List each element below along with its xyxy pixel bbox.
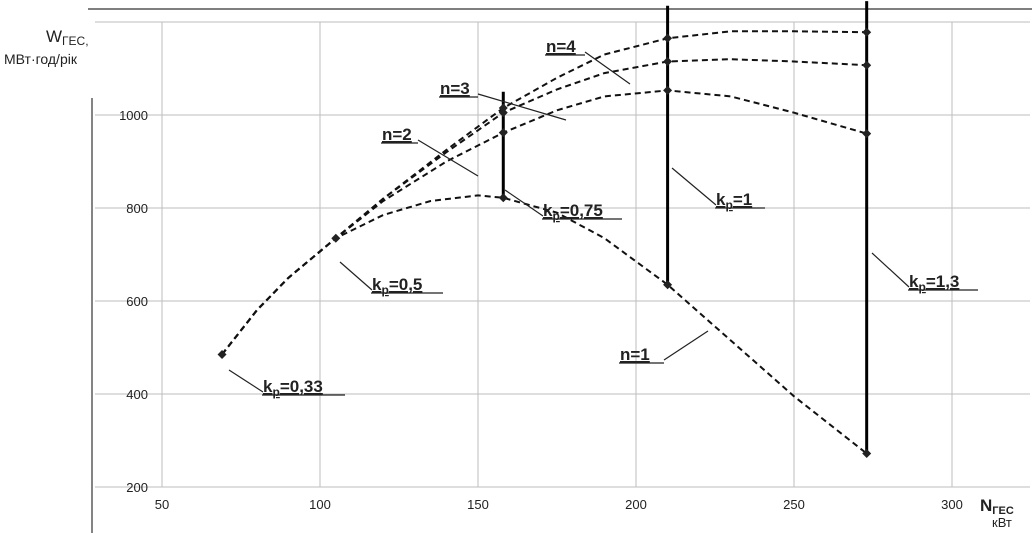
series-line-n=4 — [221, 30, 867, 356]
data-point-marker — [663, 57, 673, 67]
annotation-leader — [228, 369, 264, 393]
data-point-marker — [331, 233, 341, 243]
data-point-marker — [217, 349, 227, 359]
data-point-marker — [862, 60, 872, 70]
x-tick-label: 300 — [941, 497, 963, 512]
annotation-leader — [663, 330, 709, 361]
annotation-label: n=3 — [440, 79, 470, 98]
data-point-marker — [862, 27, 872, 37]
annotations: kр=0,33 kр=0,5 n=1 n=2 n=3 n=4 kр=0,75 kр=1 kр=1… — [228, 37, 978, 399]
markers — [217, 27, 872, 459]
data-point-marker — [498, 108, 508, 118]
annotation-label: n=4 — [546, 37, 576, 56]
series-line-n=1 — [221, 194, 868, 455]
x-tick-label: 50 — [155, 497, 169, 512]
y-tick-label: 200 — [126, 480, 148, 495]
annotation-label: kр=0,5 — [372, 275, 422, 297]
vertical-label: kр=0,75 — [543, 201, 603, 223]
y-axis-unit: МВт·год/рік — [4, 51, 78, 67]
vertical-label-leader — [671, 167, 717, 206]
data-point-marker — [498, 103, 508, 113]
x-tick-label: 200 — [625, 497, 647, 512]
y-tick-label: 1000 — [119, 108, 148, 123]
annotation-leader — [339, 261, 373, 291]
y-axis-title: WГЕС, — [46, 27, 89, 48]
vertical-label: kр=1,3 — [909, 272, 959, 294]
data-point-marker — [663, 280, 673, 290]
annotation-leader — [417, 139, 479, 177]
data-point-marker — [498, 128, 508, 138]
vertical-label-leader — [871, 252, 910, 288]
tick-labels: 50 100 150 200 250 300 200 400 600 800 1000 — [119, 108, 963, 512]
data-point-marker — [862, 129, 872, 139]
annotation-label: n=1 — [620, 345, 650, 364]
data-point-marker — [663, 33, 673, 43]
annotation-leader — [584, 51, 631, 85]
data-point-marker — [498, 193, 508, 203]
x-tick-label: 250 — [783, 497, 805, 512]
annotation-label: kр=0,33 — [263, 377, 323, 399]
x-axis-title: NГЕС — [980, 496, 1014, 517]
grid — [95, 21, 1030, 488]
series-line-n=2 — [221, 89, 867, 356]
annotation-leader — [477, 93, 567, 121]
annotation-label: n=2 — [382, 125, 412, 144]
data-point-marker — [862, 449, 872, 459]
y-tick-label: 400 — [126, 387, 148, 402]
vertical-label-leader — [504, 189, 544, 217]
x-axis-unit: кВт — [992, 515, 1012, 530]
vertical-lines — [501, 1, 869, 454]
data-point-marker — [663, 85, 673, 95]
y-tick-label: 800 — [126, 201, 148, 216]
x-tick-label: 150 — [467, 497, 489, 512]
y-tick-label: 600 — [126, 294, 148, 309]
vertical-label: kр=1 — [716, 190, 752, 212]
frame — [88, 8, 1032, 533]
x-tick-label: 100 — [309, 497, 331, 512]
